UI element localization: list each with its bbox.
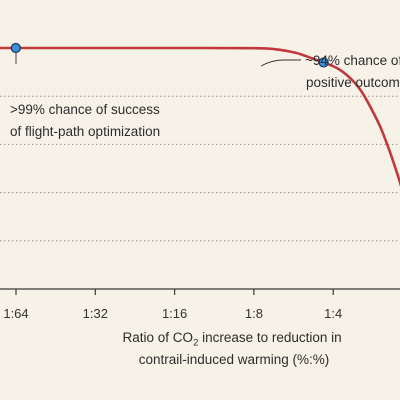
- annotation-1-line-1: >99% chance of success: [10, 102, 160, 117]
- x-axis-label-line-2: contrail-induced warming (%:%): [139, 352, 330, 367]
- x-tick-label: 1:4: [324, 306, 342, 321]
- annotation-2-line-1: ~94% chance of: [305, 53, 400, 68]
- series-line: [0, 46, 400, 187]
- annotation-2-line-2: positive outcome: [306, 75, 400, 90]
- x-axis-label-subscript: 2: [193, 338, 198, 349]
- annotation-leader-2: [260, 59, 301, 67]
- x-tick-label: 1:16: [162, 306, 187, 321]
- x-tick-label: 1:32: [83, 306, 108, 321]
- highlight-point: [318, 57, 329, 68]
- x-ticks: 1:1281:641:321:161:81:41:21:1: [3, 289, 342, 321]
- x-axis-label-part-2: increase to reduction in: [198, 330, 341, 345]
- x-axis-label: Ratio of CO2 increase to reduction in co…: [123, 330, 346, 367]
- highlighted-points: [10, 42, 329, 68]
- x-tick-label: 1:64: [3, 306, 28, 321]
- y-gridlines: [0, 95, 400, 242]
- annotation-1-line-2: of flight-path optimization: [10, 124, 160, 139]
- x-axis: 1:1281:641:321:161:81:41:21:1: [0, 288, 400, 321]
- x-axis-label-part-1: Ratio of CO: [123, 330, 194, 345]
- annotation-1: >99% chance of success of flight-path op…: [10, 102, 163, 139]
- annotation-2: ~94% chance of positive outcome: [305, 53, 400, 90]
- highlight-point: [10, 42, 21, 54]
- x-tick-label: 1:8: [245, 306, 263, 321]
